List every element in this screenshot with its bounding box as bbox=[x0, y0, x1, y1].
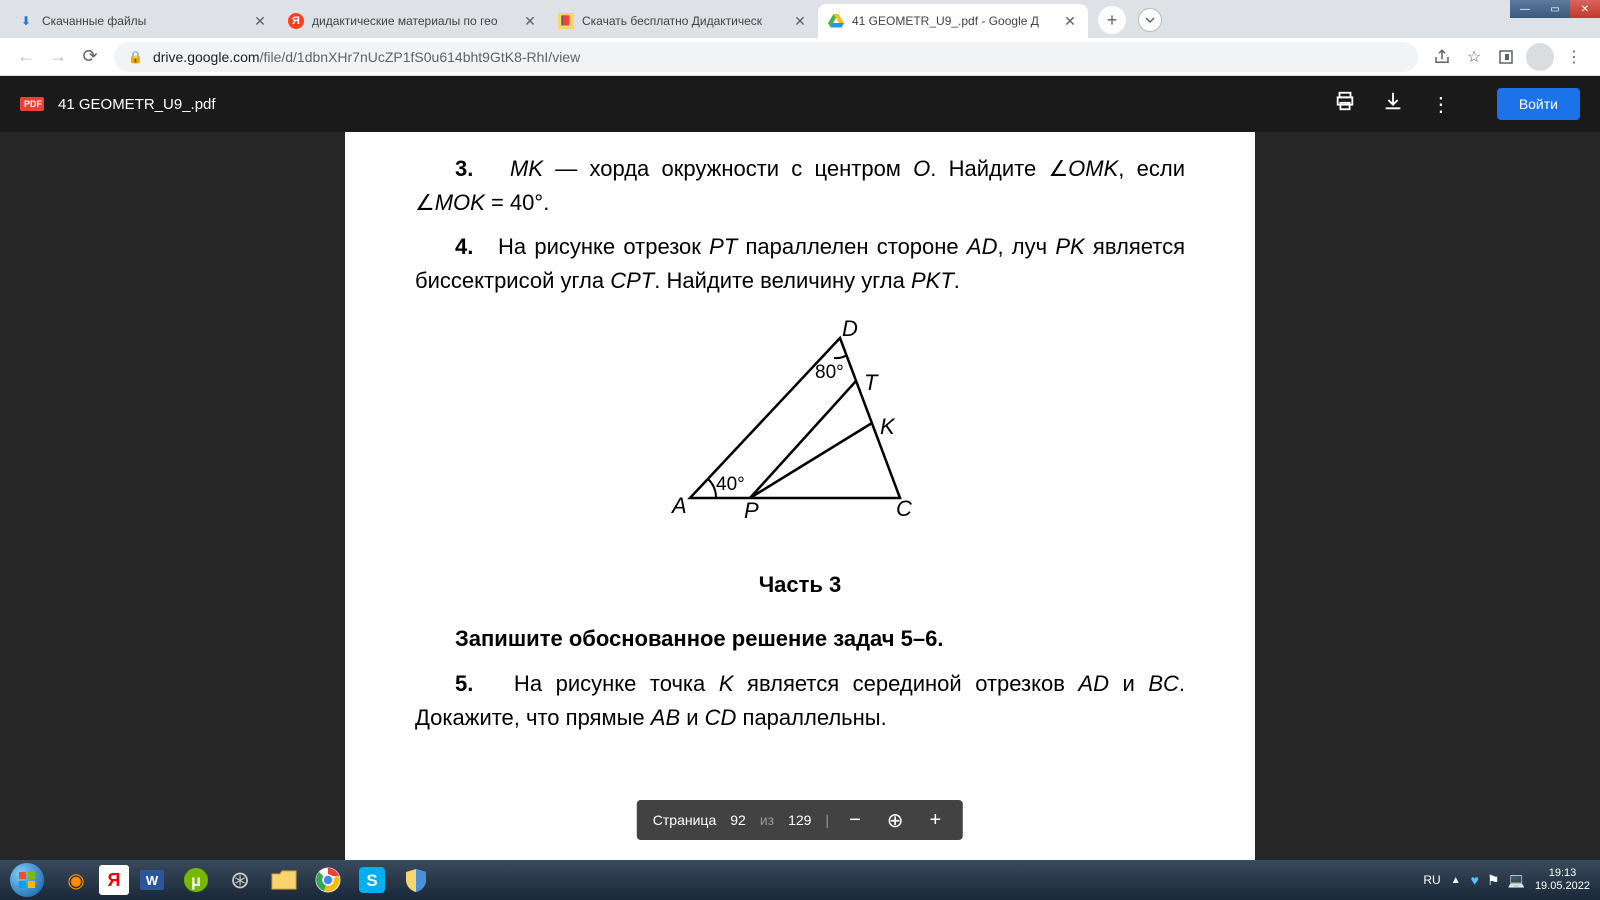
close-icon[interactable]: ✕ bbox=[522, 13, 538, 29]
label-C: C bbox=[896, 496, 912, 521]
share-icon[interactable] bbox=[1426, 41, 1458, 73]
tab-title: Скачать бесплатно Дидактическ bbox=[582, 14, 786, 28]
chrome-taskbar-icon[interactable] bbox=[307, 862, 349, 898]
url-path: /file/d/1dbnXHr7nUcZP1fS0u614bht9GtK8-Rh… bbox=[260, 49, 581, 65]
reload-button[interactable]: ⟳ bbox=[74, 41, 106, 73]
problem-4: 4. На рисунке отрезок PT параллелен стор… bbox=[415, 230, 1185, 298]
svg-text:S: S bbox=[366, 871, 377, 890]
word-taskbar-icon[interactable]: W bbox=[131, 862, 173, 898]
page-total: 129 bbox=[788, 812, 811, 828]
skype-taskbar-icon[interactable]: S bbox=[351, 862, 393, 898]
tab-title: дидактические материалы по гео bbox=[312, 14, 516, 28]
label-T: T bbox=[864, 370, 879, 395]
tray-network-icon[interactable]: 💻 bbox=[1508, 872, 1525, 889]
zoom-in-button[interactable]: + bbox=[924, 809, 948, 832]
part-heading: Часть 3 bbox=[415, 568, 1185, 602]
menu-icon[interactable]: ⋮ bbox=[1558, 41, 1590, 73]
tray-antivirus-icon[interactable]: ♥ bbox=[1471, 872, 1479, 889]
print-icon[interactable] bbox=[1333, 90, 1357, 118]
profile-avatar[interactable] bbox=[1526, 43, 1554, 71]
label-P: P bbox=[744, 498, 759, 523]
tab-title: 41 GEOMETR_U9_.pdf - Google Д bbox=[852, 14, 1056, 28]
download-icon: ⬇ bbox=[18, 13, 34, 29]
page-current: 92 bbox=[730, 812, 746, 828]
window-controls: — ▭ ✕ bbox=[1510, 0, 1600, 18]
instruction: Запишите обоснованное решение задач 5–6. bbox=[415, 622, 1185, 656]
more-icon[interactable]: ⋮ bbox=[1429, 92, 1453, 117]
yandex-icon: Я bbox=[288, 13, 304, 29]
tray-time: 19:13 bbox=[1535, 867, 1590, 880]
problem-5: 5. На рисунке точка K является серединой… bbox=[415, 667, 1185, 735]
download-icon[interactable] bbox=[1381, 90, 1405, 118]
problem-3: 3. MK — хорда окружности с центром O. На… bbox=[415, 152, 1185, 220]
shield-taskbar-icon[interactable] bbox=[395, 862, 437, 898]
drive-icon bbox=[828, 13, 844, 29]
tab-download-site[interactable]: 📕 Скачать бесплатно Дидактическ ✕ bbox=[548, 4, 818, 38]
explorer-taskbar-icon[interactable] bbox=[263, 862, 305, 898]
svg-text:μ: μ bbox=[191, 873, 201, 890]
pdf-viewer-header: PDF 41 GEOMETR_U9_.pdf ⋮ Войти bbox=[0, 76, 1600, 132]
close-icon[interactable]: ✕ bbox=[252, 13, 268, 29]
taskbar: ◉ Я W μ ⊛ S RU ▲ ♥ ⚑ 💻 19:13 19.05.2022 bbox=[0, 860, 1600, 900]
tab-title: Скачанные файлы bbox=[42, 14, 246, 28]
tabstrip: ⬇ Скачанные файлы ✕ Я дидактические мате… bbox=[0, 0, 1600, 38]
zoom-reset-button[interactable]: ⊕ bbox=[881, 808, 910, 833]
start-button[interactable] bbox=[0, 860, 54, 900]
signin-button[interactable]: Войти bbox=[1497, 88, 1580, 120]
tray-show-hidden-icon[interactable]: ▲ bbox=[1451, 875, 1461, 886]
svg-text:W: W bbox=[146, 873, 159, 888]
window-maximize-button[interactable]: ▭ bbox=[1540, 0, 1570, 18]
window-minimize-button[interactable]: — bbox=[1510, 0, 1540, 18]
tray-date: 19.05.2022 bbox=[1535, 880, 1590, 893]
pdf-badge: PDF bbox=[20, 97, 44, 111]
page-controls: Страница 92 из 129 | − ⊕ + bbox=[637, 800, 963, 840]
triangle-figure: A D T K P C 40° 80° bbox=[415, 318, 1185, 528]
window-close-button[interactable]: ✕ bbox=[1570, 0, 1600, 18]
extensions-icon[interactable] bbox=[1490, 41, 1522, 73]
tray-flag-icon[interactable]: ⚑ bbox=[1487, 872, 1500, 889]
label-A: A bbox=[670, 493, 687, 518]
tab-yandex[interactable]: Я дидактические материалы по гео ✕ bbox=[278, 4, 548, 38]
tray-clock[interactable]: 19:13 19.05.2022 bbox=[1535, 867, 1590, 893]
angle-40: 40° bbox=[716, 474, 745, 495]
utorrent-taskbar-icon[interactable]: μ bbox=[175, 862, 217, 898]
new-tab-button[interactable]: + bbox=[1098, 6, 1126, 34]
tab-drive-pdf[interactable]: 41 GEOMETR_U9_.pdf - Google Д ✕ bbox=[818, 4, 1088, 38]
close-icon[interactable]: ✕ bbox=[1062, 13, 1078, 29]
browser-taskbar-icon[interactable]: ◉ bbox=[55, 862, 97, 898]
label-K: K bbox=[880, 414, 896, 439]
yandex-taskbar-icon[interactable]: Я bbox=[99, 865, 129, 895]
tabstrip-chevron-button[interactable] bbox=[1138, 8, 1162, 32]
omnibox[interactable]: 🔒 drive.google.com/file/d/1dbnXHr7nUcZP1… bbox=[114, 42, 1418, 72]
page-of: из bbox=[760, 812, 774, 828]
zoom-out-button[interactable]: − bbox=[843, 809, 867, 832]
addressbar: ← → ⟳ 🔒 drive.google.com/file/d/1dbnXHr7… bbox=[0, 38, 1600, 76]
tab-downloads[interactable]: ⬇ Скачанные файлы ✕ bbox=[8, 4, 278, 38]
system-tray: RU ▲ ♥ ⚑ 💻 19:13 19.05.2022 bbox=[1423, 867, 1600, 893]
page-label: Страница bbox=[653, 812, 716, 828]
forward-button[interactable]: → bbox=[42, 41, 74, 73]
book-icon: 📕 bbox=[558, 13, 574, 29]
pdf-page: 3. MK — хорда окружности с центром O. На… bbox=[345, 132, 1255, 860]
angle-80: 80° bbox=[815, 362, 844, 383]
back-button[interactable]: ← bbox=[10, 41, 42, 73]
lock-icon: 🔒 bbox=[128, 50, 143, 64]
url-host: drive.google.com bbox=[153, 49, 260, 65]
label-D: D bbox=[842, 318, 858, 341]
pdf-viewer-body: 3. MK — хорда окружности с центром O. На… bbox=[0, 132, 1600, 860]
tray-language[interactable]: RU bbox=[1423, 873, 1440, 887]
bookmark-icon[interactable]: ☆ bbox=[1458, 41, 1490, 73]
media-taskbar-icon[interactable]: ⊛ bbox=[219, 862, 261, 898]
close-icon[interactable]: ✕ bbox=[792, 13, 808, 29]
pdf-filename: 41 GEOMETR_U9_.pdf bbox=[58, 96, 1333, 113]
